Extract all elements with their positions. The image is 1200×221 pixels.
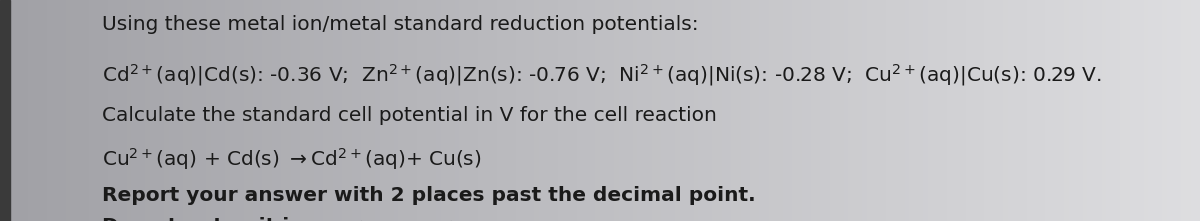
Text: Using these metal ion/metal standard reduction potentials:: Using these metal ion/metal standard red… [102, 15, 698, 34]
Text: Cd$^{2+}$(aq)|Cd(s): -0.36 V;  Zn$^{2+}$(aq)|Zn(s): -0.76 V;  Ni$^{2+}$(aq)|Ni(s: Cd$^{2+}$(aq)|Cd(s): -0.36 V; Zn$^{2+}$(… [102, 62, 1102, 88]
Text: Calculate the standard cell potential in V for the cell reaction: Calculate the standard cell potential in… [102, 106, 716, 125]
Text: Cu$^{2+}$(aq) + Cd(s) $\rightarrow$Cd$^{2+}$(aq)+ Cu(s): Cu$^{2+}$(aq) + Cd(s) $\rightarrow$Cd$^{… [102, 146, 481, 172]
Text: Report your answer with 2 places past the decimal point.: Report your answer with 2 places past th… [102, 186, 756, 205]
Text: Do not put unit in your answer.: Do not put unit in your answer. [102, 217, 456, 221]
Bar [0, 0, 10, 221]
